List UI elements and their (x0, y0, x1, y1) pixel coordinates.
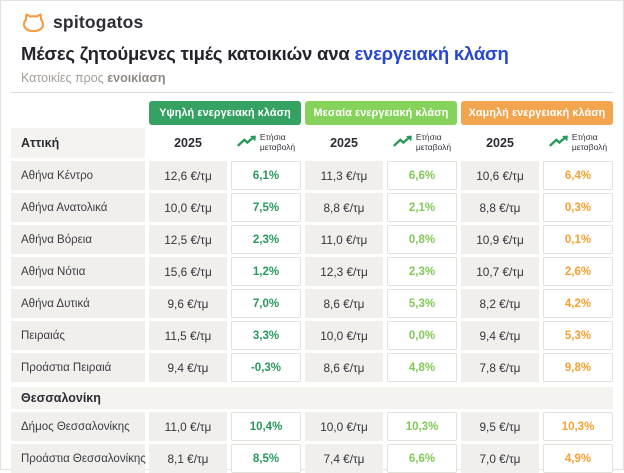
price-value: 11,0 €/τμ (149, 412, 227, 441)
corner-spacer (11, 101, 145, 125)
price-value: 11,5 €/τμ (149, 321, 227, 350)
brand-logo: spitogatos (21, 12, 611, 33)
price-value: 10,0 €/τμ (305, 321, 383, 350)
divider (11, 92, 613, 93)
price-value: 10,0 €/τμ (149, 193, 227, 222)
annual-change-value: 2,3% (231, 225, 301, 254)
annual-change-value: 5,3% (387, 289, 457, 318)
brand-name: spitogatos (53, 12, 144, 32)
subtitle-text: Κατοικίες προς (21, 71, 108, 85)
price-value: 8,8 €/τμ (305, 193, 383, 222)
energy-class-price-table: Υψηλή ενεργειακή κλάση Μεσαία ενεργειακή… (1, 93, 623, 473)
cat-icon (21, 12, 46, 33)
price-value: 8,6 €/τμ (305, 289, 383, 318)
annual-change-header: Ετήσια μεταβολή (231, 128, 301, 158)
price-value: 8,2 €/τμ (461, 289, 539, 318)
price-value: 10,7 €/τμ (461, 257, 539, 286)
column-group-low-energy-class: Χαμηλή ενεργειακή κλάση (461, 101, 613, 125)
annual-change-value: 0,3% (543, 193, 613, 222)
annual-change-value: 4,9% (543, 444, 613, 473)
page-title: Μέσες ζητούμενες τιμές κατοικιών ανα ενε… (21, 43, 611, 65)
region-label: Αθήνα Δυτικά (11, 289, 145, 318)
annual-change-value: 2,6% (543, 257, 613, 286)
price-value: 7,0 €/τμ (461, 444, 539, 473)
trend-up-icon (393, 134, 413, 153)
price-value: 11,3 €/τμ (305, 161, 383, 190)
price-value: 10,0 €/τμ (305, 412, 383, 441)
annual-change-value: 7,5% (231, 193, 301, 222)
page-header: spitogatos Μέσες ζητούμενες τιμές κατοικ… (1, 1, 623, 85)
column-group-mid-energy-class: Μεσαία ενεργειακή κλάση (305, 101, 457, 125)
price-value: 8,1 €/τμ (149, 444, 227, 473)
price-value: 12,5 €/τμ (149, 225, 227, 254)
annual-change-value: 2,3% (387, 257, 457, 286)
price-value: 15,6 €/τμ (149, 257, 227, 286)
annual-change-value: 0,8% (387, 225, 457, 254)
price-value: 7,4 €/τμ (305, 444, 383, 473)
column-group-high-energy-class: Υψηλή ενεργειακή κλάση (149, 101, 301, 125)
annual-change-value: 5,3% (543, 321, 613, 350)
annual-change-value: 3,3% (231, 321, 301, 350)
trend-up-icon (549, 134, 569, 153)
annual-change-value: 4,2% (543, 289, 613, 318)
price-value: 12,6 €/τμ (149, 161, 227, 190)
annual-change-value: 10,4% (231, 412, 301, 441)
annual-change-value: 6,6% (387, 161, 457, 190)
price-value: 8,6 €/τμ (305, 353, 383, 382)
region-label: Αθήνα Ανατολικά (11, 193, 145, 222)
price-value: 12,3 €/τμ (305, 257, 383, 286)
section-header-attiki: Αττική (11, 128, 145, 158)
annual-change-value: 9,8% (543, 353, 613, 382)
region-label: Προάστια Θεσσαλονίκης (11, 444, 146, 473)
price-value: 9,4 €/τμ (149, 353, 227, 382)
region-label: Αθήνα Βόρεια (11, 225, 145, 254)
year-header: 2025 (330, 136, 358, 150)
price-value: 9,4 €/τμ (461, 321, 539, 350)
region-label: Προάστια Πειραιά (11, 353, 145, 382)
annual-change-value: 8,5% (231, 444, 301, 473)
annual-change-value: 0,0% (387, 321, 457, 350)
year-header: 2025 (174, 136, 202, 150)
region-label: Πειραιάς (11, 321, 145, 350)
title-text: Μέσες ζητούμενες τιμές κατοικιών ανα (21, 43, 355, 64)
section-header-thessaloniki: Θεσσαλονίκη (11, 387, 613, 409)
region-label: Αθήνα Νότια (11, 257, 145, 286)
annual-change-value: -0,3% (231, 353, 301, 382)
annual-change-value: 6,4% (543, 161, 613, 190)
annual-change-header: Ετήσια μεταβολή (543, 128, 613, 158)
price-value: 11,0 €/τμ (305, 225, 383, 254)
price-value: 7,8 €/τμ (461, 353, 539, 382)
annual-change-value: 2,1% (387, 193, 457, 222)
region-label: Αθήνα Κέντρο (11, 161, 145, 190)
year-header: 2025 (486, 136, 514, 150)
title-highlight: ενεργειακή κλάση (354, 43, 509, 64)
annual-change-value: 10,3% (387, 412, 457, 441)
annual-change-value: 7,0% (231, 289, 301, 318)
price-value: 9,6 €/τμ (149, 289, 227, 318)
price-value: 10,9 €/τμ (461, 225, 539, 254)
region-label: Δήμος Θεσσαλονίκης (11, 412, 145, 441)
annual-change-value: 6,6% (387, 444, 457, 473)
subtitle: Κατοικίες προς ενοικίαση (21, 71, 611, 85)
annual-change-value: 6,1% (231, 161, 301, 190)
price-value: 9,5 €/τμ (461, 412, 539, 441)
annual-change-value: 1,2% (231, 257, 301, 286)
trend-up-icon (237, 134, 257, 153)
annual-change-value: 4,8% (387, 353, 457, 382)
annual-change-value: 0,1% (543, 225, 613, 254)
price-value: 8,8 €/τμ (461, 193, 539, 222)
subtitle-listing-type: ενοικίαση (107, 71, 166, 85)
price-value: 10,6 €/τμ (461, 161, 539, 190)
annual-change-header: Ετήσια μεταβολή (387, 128, 457, 158)
annual-change-value: 10,3% (543, 412, 613, 441)
